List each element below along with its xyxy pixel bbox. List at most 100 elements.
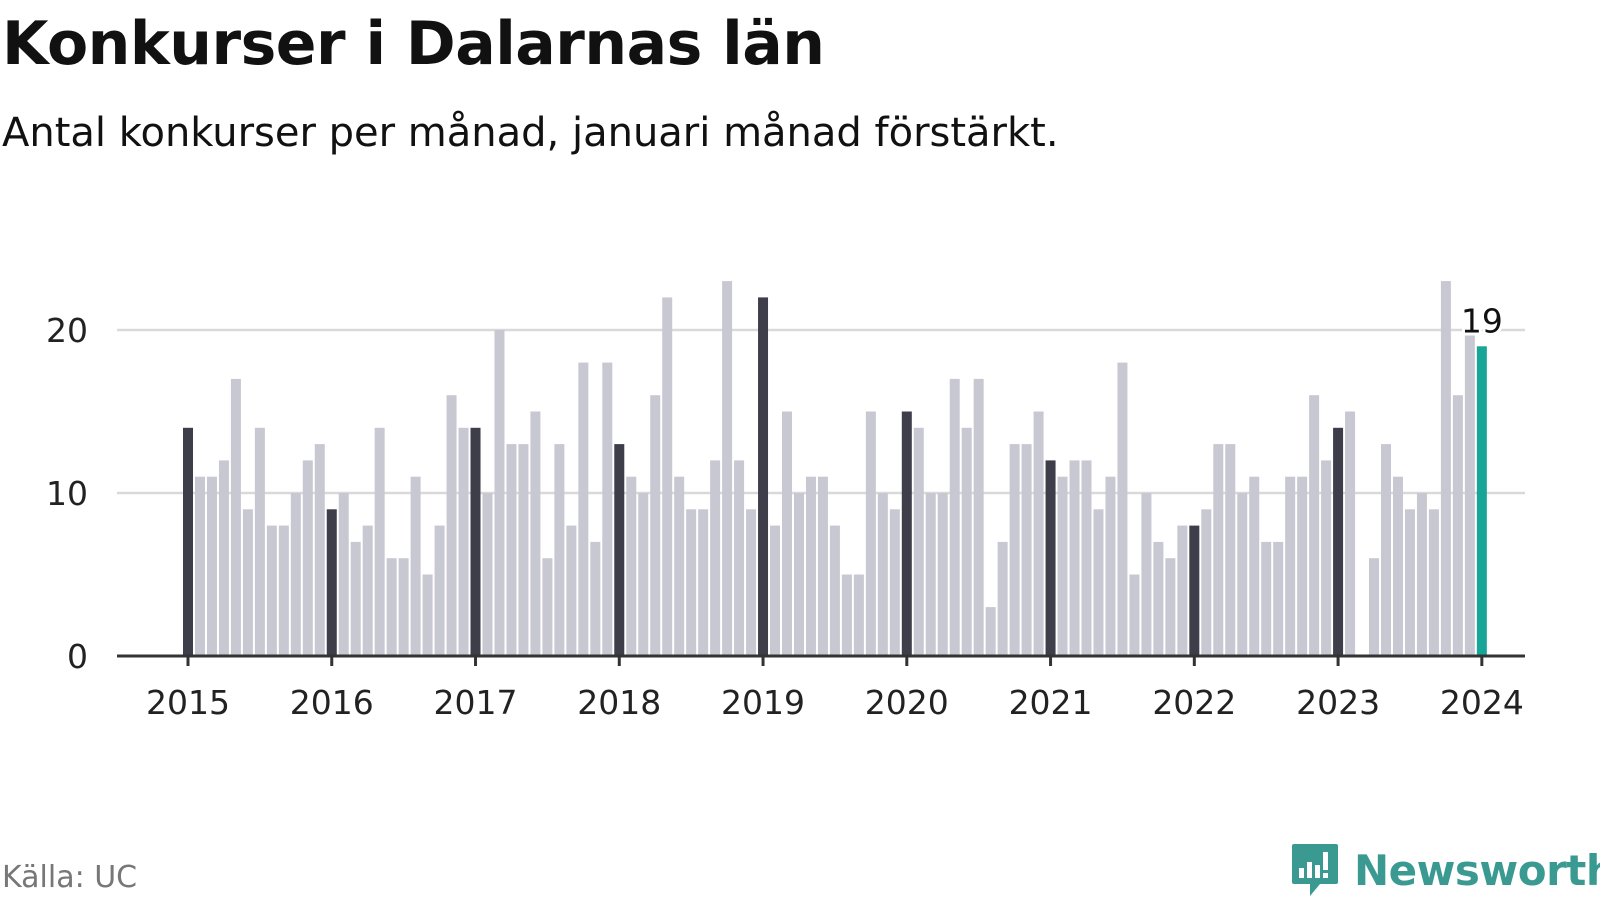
bar <box>374 427 385 656</box>
bar <box>1321 460 1332 656</box>
bar <box>889 509 900 656</box>
bar <box>302 460 313 656</box>
bar <box>698 509 709 656</box>
source-note: Källa: UC <box>2 860 138 895</box>
bar <box>1369 558 1380 656</box>
bar <box>482 493 493 656</box>
bar <box>254 427 265 656</box>
y-tick-label: 20 <box>46 311 88 350</box>
bar <box>194 476 205 656</box>
bar <box>530 411 541 656</box>
bar <box>1273 541 1284 656</box>
bar <box>1428 509 1439 656</box>
bar <box>566 525 577 656</box>
bar <box>973 378 984 656</box>
x-tick-label: 2016 <box>290 683 374 722</box>
bar <box>937 493 948 656</box>
bar-latest <box>1476 346 1487 656</box>
bar <box>650 395 661 656</box>
bar <box>1297 476 1308 656</box>
bar <box>961 427 972 656</box>
bar <box>722 281 733 656</box>
brand-name: Newsworthy <box>1354 845 1600 895</box>
bar <box>770 525 781 656</box>
bar <box>686 509 697 656</box>
bar <box>1213 444 1224 656</box>
bar <box>746 509 757 656</box>
bar <box>350 541 361 656</box>
bar <box>817 476 828 656</box>
bar <box>230 378 241 656</box>
bar-january <box>1189 525 1200 656</box>
bar <box>1285 476 1296 656</box>
bar <box>841 574 852 656</box>
chart-subtitle: Antal konkurser per månad, januari månad… <box>2 110 1059 156</box>
bar <box>710 460 721 656</box>
bar <box>1225 444 1236 656</box>
bar <box>805 476 816 656</box>
bar <box>877 493 888 656</box>
bar <box>1381 444 1391 656</box>
bar <box>1033 411 1044 656</box>
bar <box>458 427 469 656</box>
bars <box>183 281 1487 656</box>
axes <box>117 654 1525 666</box>
bar <box>206 476 217 656</box>
bar <box>542 558 553 656</box>
x-tick-label: 2019 <box>721 683 805 722</box>
bar <box>290 493 301 656</box>
bar <box>362 525 373 656</box>
x-tick-label: 2023 <box>1296 683 1380 722</box>
bar <box>1069 460 1080 656</box>
latest-value-label: 19 <box>1461 301 1503 340</box>
x-tick-label: 2024 <box>1440 683 1524 722</box>
bar <box>266 525 277 656</box>
bar <box>1440 281 1451 656</box>
bar <box>602 362 613 656</box>
y-tick-label: 0 <box>67 637 88 676</box>
bar-january <box>183 427 193 656</box>
x-tick-label: 2018 <box>577 683 661 722</box>
bar <box>554 444 565 656</box>
bar <box>1165 558 1176 656</box>
x-tick-label: 2021 <box>1009 683 1093 722</box>
bar <box>1309 395 1320 656</box>
bar-chart: 0 10 20 2015 2016 2017 2018 2019 2020 2021 2022 202… <box>46 281 1525 722</box>
bar <box>853 574 864 656</box>
bar <box>997 541 1008 656</box>
bar <box>1261 541 1272 656</box>
bar <box>242 509 253 656</box>
bar <box>1129 574 1140 656</box>
bar <box>410 476 421 656</box>
bar-january <box>901 411 912 656</box>
y-tick-label: 10 <box>46 474 88 513</box>
bar <box>518 444 529 656</box>
bar-january <box>1333 427 1344 656</box>
bar <box>626 476 637 656</box>
bar <box>985 607 996 656</box>
bar <box>1237 493 1248 656</box>
bar <box>494 330 505 656</box>
bar <box>949 378 960 656</box>
newsworthy-icon <box>1292 844 1338 896</box>
bar <box>434 525 445 656</box>
bar-january <box>326 509 337 656</box>
bar <box>1345 411 1356 656</box>
x-tick-label: 2015 <box>146 683 230 722</box>
bar-january <box>758 297 769 656</box>
bar <box>865 411 876 656</box>
bar <box>1021 444 1032 656</box>
bar <box>1009 444 1020 656</box>
bar <box>1404 509 1415 656</box>
bar <box>1153 541 1164 656</box>
chart-title: Konkurser i Dalarnas län <box>2 9 825 79</box>
bar <box>1249 476 1260 656</box>
x-tick-label: 2017 <box>434 683 518 722</box>
bar <box>446 395 457 656</box>
bar-january <box>614 444 625 656</box>
bar <box>1392 476 1403 656</box>
bar <box>218 460 229 656</box>
bar <box>386 558 397 656</box>
bar <box>793 493 804 656</box>
bar <box>734 460 745 656</box>
